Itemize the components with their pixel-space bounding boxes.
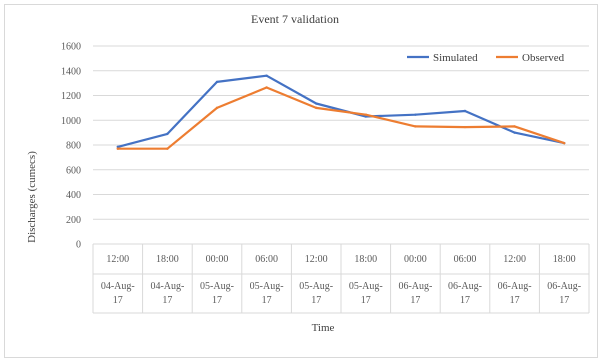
x-tick-label-time: 18:00: [354, 254, 377, 265]
data-point-simulated: [215, 80, 219, 84]
x-tick-label-time: 12:00: [305, 254, 328, 265]
x-tick-label-year: 17: [311, 295, 321, 306]
chart-title: Event 7 validation: [251, 12, 339, 26]
x-axis-title: Time: [312, 322, 335, 334]
y-axis-ticks: 0 200 400 600 800 1000 1200 1400 1600: [61, 42, 81, 251]
x-tick-label-date: 06-Aug-: [547, 281, 581, 292]
series-line-observed: [116, 86, 566, 150]
x-tick-label-date: 05-Aug-: [349, 281, 383, 292]
gridlines: [93, 45, 589, 245]
x-tick-label-year: 17: [559, 295, 569, 306]
x-tick-label-year: 17: [262, 295, 272, 306]
x-tick-label-year: 17: [113, 295, 123, 306]
data-point-observed: [414, 125, 417, 128]
x-tick-label-date: 06-Aug-: [448, 281, 482, 292]
x-tick-label-time: 00:00: [404, 254, 427, 265]
x-tick-label-time: 18:00: [553, 254, 576, 265]
x-tick-label-time: 00:00: [206, 254, 229, 265]
series-line-simulated: [116, 74, 566, 148]
x-tick-label-time: 06:00: [454, 254, 477, 265]
x-tick-label-date: 04-Aug-: [150, 281, 184, 292]
x-tick-label-date: 05-Aug-: [299, 281, 333, 292]
x-tick-label-time: 18:00: [156, 254, 179, 265]
data-point-observed: [215, 106, 219, 110]
x-tick-label-date: 06-Aug-: [498, 281, 532, 292]
data-point-simulated: [166, 132, 169, 136]
y-tick-label: 400: [66, 190, 81, 201]
x-tick-label-date: 06-Aug-: [398, 281, 432, 292]
x-axis-category-table: 12:00 04-Aug- 17 18:00 04-Aug- 17 00:00 05-Aug-…: [92, 244, 590, 314]
y-tick-label: 1000: [61, 116, 81, 127]
data-point-simulated: [463, 109, 467, 113]
series-lines: [116, 74, 566, 150]
y-tick-label: 1600: [61, 42, 81, 53]
data-point-observed: [463, 125, 467, 129]
y-axis-title: Discharges (cumecs): [26, 151, 38, 243]
y-tick-label: 200: [66, 215, 81, 226]
y-tick-label: 800: [66, 141, 81, 152]
data-point-observed: [364, 113, 367, 116]
y-tick-label: 600: [66, 165, 81, 176]
x-tick-label-time: 06:00: [255, 254, 278, 265]
x-tick-label-year: 17: [510, 295, 520, 306]
data-point-simulated: [414, 113, 417, 116]
line-chart: Event 7 validation 0 200 400 600 800 1000 1200…: [26, 12, 590, 334]
y-tick-label: 1200: [61, 91, 81, 102]
x-tick-label-year: 17: [460, 295, 470, 306]
data-point-simulated: [265, 74, 268, 77]
data-point-observed: [513, 125, 516, 128]
y-tick-label: 1400: [61, 66, 81, 77]
x-tick-label-time: 12:00: [106, 254, 129, 265]
data-point-simulated: [315, 102, 318, 105]
data-point-observed: [315, 106, 318, 110]
x-tick-label-date: 05-Aug-: [250, 281, 284, 292]
data-point-observed: [265, 86, 268, 89]
legend-label-observed: Observed: [522, 52, 565, 64]
x-tick-label-year: 17: [212, 295, 222, 306]
data-point-observed: [563, 141, 566, 145]
y-tick-label: 0: [76, 240, 81, 251]
x-tick-label-year: 17: [361, 295, 371, 306]
data-point-observed: [166, 147, 169, 150]
data-point-simulated: [116, 145, 120, 149]
legend-label-simulated: Simulated: [433, 52, 478, 64]
data-point-observed: [116, 147, 120, 150]
x-tick-label-date: 05-Aug-: [200, 281, 234, 292]
x-tick-label-year: 17: [162, 295, 172, 306]
legend: Simulated Observed: [407, 52, 565, 64]
x-tick-label-time: 12:00: [503, 254, 526, 265]
x-tick-label-year: 17: [410, 295, 420, 306]
x-tick-label-date: 04-Aug-: [101, 281, 135, 292]
chart-frame: Event 7 validation 0 200 400 600 800 1000 1200…: [4, 4, 598, 358]
data-point-simulated: [513, 131, 516, 134]
